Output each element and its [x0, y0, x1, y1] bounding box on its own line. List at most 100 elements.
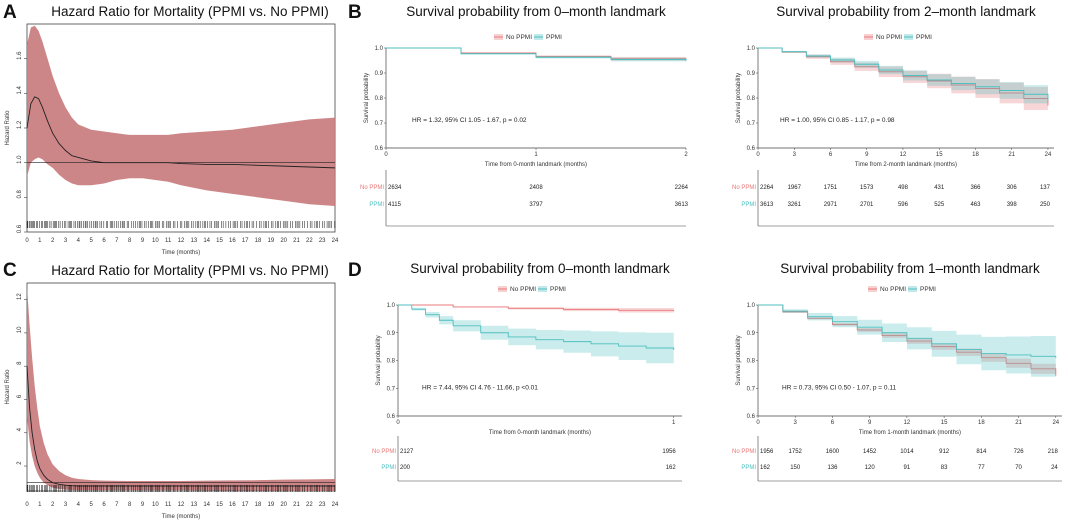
chart-a-xtick-label: 5 — [89, 238, 93, 244]
chart-b-2m-risk-cell: 3613 — [760, 202, 774, 208]
chart-b-0m-risk-cell: 3797 — [529, 202, 543, 208]
chart-b-0m-legend-label: No PPMI — [506, 34, 532, 41]
chart-d-1m-legend-label: No PPMI — [880, 286, 906, 293]
chart-d-1m-risk-cell: 77 — [978, 465, 985, 471]
chart-d-1m-risk-cell: 91 — [904, 465, 911, 471]
chart-b-2m-xtick-label: 9 — [865, 152, 869, 158]
chart-a-xtick-label: 12 — [178, 238, 185, 244]
chart-b-2m-risk-cell: 1751 — [824, 185, 838, 191]
chart-a-xtick-label: 9 — [141, 238, 145, 244]
chart-b-2m-risk-cell: 3261 — [788, 202, 802, 208]
chart-a-xtick-label: 15 — [216, 238, 223, 244]
chart-b-2m-ylabel: Survival probability — [736, 73, 742, 123]
chart-d-1m-ytick-label: 0.9 — [747, 331, 756, 337]
chart-a-xtick-label: 22 — [306, 238, 313, 244]
chart-d-0m-legend-label: No PPMI — [510, 286, 536, 293]
chart-c-xtick-label: 13 — [190, 502, 197, 508]
chart-d-1m-risk-cell: 1452 — [863, 449, 877, 455]
chart-d-1m-risk-row-label: PPMI — [741, 465, 756, 471]
chart-b-2m-ytick-label: 1.0 — [747, 46, 756, 52]
chart-c-xtick-label: 21 — [293, 502, 300, 508]
chart-b-2m-ytick-label: 0.6 — [747, 146, 756, 152]
chart-c-xtick-label: 5 — [89, 502, 93, 508]
chart-c-xtick-label: 20 — [280, 502, 287, 508]
chart-c-xtick-label: 14 — [203, 502, 210, 508]
chart-c-xtick-label: 3 — [64, 502, 68, 508]
chart-b-2m-legend-label: No PPMI — [876, 34, 902, 41]
chart-c-ylabel: Hazard Ratio — [5, 369, 11, 405]
chart-c-xtick-label: 15 — [216, 502, 223, 508]
chart-c-xtick-label: 11 — [165, 502, 172, 508]
chart-d-1m-xlabel: Time from 1-month landmark (months) — [859, 430, 961, 436]
chart-d-1m-title: Survival probability from 1–month landma… — [780, 261, 1040, 276]
chart-d-1m-ytick-label: 1.0 — [747, 303, 756, 309]
chart-a-ytick-label: 1.0 — [17, 155, 23, 164]
chart-a-xtick-label: 1 — [38, 238, 42, 244]
chart-c-xtick-label: 9 — [141, 502, 145, 508]
chart-b-2m-risk-cell: 498 — [898, 185, 909, 191]
chart-b-2m-risk-cell: 1967 — [788, 185, 802, 191]
chart-b-2m-risk-cell: 306 — [1007, 185, 1018, 191]
chart-b-2m-risk-cell: 463 — [970, 202, 981, 208]
chart-d-1m-ytick-label: 0.7 — [747, 386, 756, 392]
chart-b-0m-legend-label: PPMI — [546, 34, 562, 41]
chart-b-2m-risk-cell: 596 — [898, 202, 909, 208]
chart-b-0m-risk-cell: 3613 — [675, 202, 689, 208]
chart-d-1m-risk-cell: 912 — [939, 449, 950, 455]
chart-a-xtick-label: 0 — [25, 238, 29, 244]
chart-d-0m-risk-cell: 1956 — [662, 449, 676, 455]
chart-d-1m-risk-cell: 1752 — [789, 449, 803, 455]
chart-d-1m-risk-cell: 136 — [827, 465, 838, 471]
chart-d-1m-xtick-label: 24 — [1052, 420, 1059, 426]
chart-c-xtick-label: 23 — [319, 502, 326, 508]
chart-b-2m-xtick-label: 6 — [829, 152, 833, 158]
chart-a-xtick-label: 8 — [128, 238, 132, 244]
chart-b-2m-xtick-label: 12 — [900, 152, 907, 158]
chart-b-0m-xtick-label: 2 — [684, 152, 688, 158]
chart-d-1m-xtick-label: 0 — [756, 420, 760, 426]
chart-a-ytick-label: 1.6 — [17, 51, 23, 60]
chart-a-xtick-label: 16 — [229, 238, 236, 244]
chart-d-1m-xtick-label: 3 — [794, 420, 798, 426]
chart-d-1m-legend-label: PPMI — [920, 286, 936, 293]
chart-b-2m-risk-cell: 2701 — [860, 202, 874, 208]
chart-a-xtick-label: 18 — [255, 238, 262, 244]
chart-d-1m-ylabel: Survival probability — [736, 335, 742, 385]
chart-a-ytick-label: 1.2 — [17, 120, 23, 129]
chart-c-ytick-label: 2 — [17, 461, 23, 465]
chart-d-1m-risk-cell: 120 — [865, 465, 876, 471]
chart-c-ci-band — [27, 286, 335, 491]
chart-c-ytick-label: 4 — [17, 427, 23, 431]
chart-b-2m-ytick-label: 0.9 — [747, 71, 756, 77]
chart-d-0m-legend: No PPMI PPMI — [498, 286, 566, 293]
chart-d-1m-risk-row-label: No PPMI — [732, 449, 756, 455]
chart-a-ytick-label: 0.6 — [17, 224, 23, 233]
chart-b-2m-ci-band-no-ppmi — [758, 48, 1048, 118]
chart-b-0m-xlabel: Time from 0-month landmark (months) — [485, 162, 587, 168]
chart-a-xtick-label: 20 — [280, 238, 287, 244]
chart-d-1m-hr-annotation: HR = 0.73, 95% CI 0.50 - 1.07, p = 0.11 — [782, 385, 896, 392]
chart-b-2m-risk-row-label: PPMI — [741, 202, 756, 208]
chart-d-1m-ci-band-ppmi — [758, 305, 1056, 380]
chart-b-0m-curve-ppmi — [386, 47, 687, 61]
chart-b-2m-hr-annotation: HR = 1.00, 95% CI 0.85 - 1.17, p = 0.98 — [780, 117, 895, 124]
chart-a-xtick-label: 4 — [77, 238, 81, 244]
chart-d-0m-title: Survival probability from 0–month landma… — [410, 261, 670, 276]
chart-d-1m-xtick-label: 6 — [831, 420, 835, 426]
chart-c-xtick-label: 2 — [51, 502, 55, 508]
chart-a-ylabel: Hazard Ratio — [5, 110, 11, 146]
chart-b-2m-xlabel: Time from 2-month landmark (months) — [855, 162, 957, 168]
chart-c-xtick-label: 24 — [332, 502, 339, 508]
chart-b-2m-risk-cell: 250 — [1040, 202, 1051, 208]
chart-b-2m-xtick-label: 18 — [972, 152, 979, 158]
chart-b-2m-risk-cell: 1573 — [860, 185, 874, 191]
chart-b-2m-risk-row-label: No PPMI — [732, 185, 756, 191]
chart-d-1m-xtick-label: 9 — [868, 420, 872, 426]
chart-a-xtick-label: 6 — [102, 238, 106, 244]
chart-d-1m-legend: No PPMI PPMI — [868, 286, 936, 293]
chart-c-ytick-label: 10 — [17, 326, 23, 333]
chart-b-2m-xtick-label: 15 — [936, 152, 943, 158]
chart-d-0m-ytick-label: 0.9 — [387, 331, 396, 337]
chart-d-0m-ytick-label: 0.8 — [387, 359, 396, 365]
panel-label-a: A — [3, 2, 17, 23]
